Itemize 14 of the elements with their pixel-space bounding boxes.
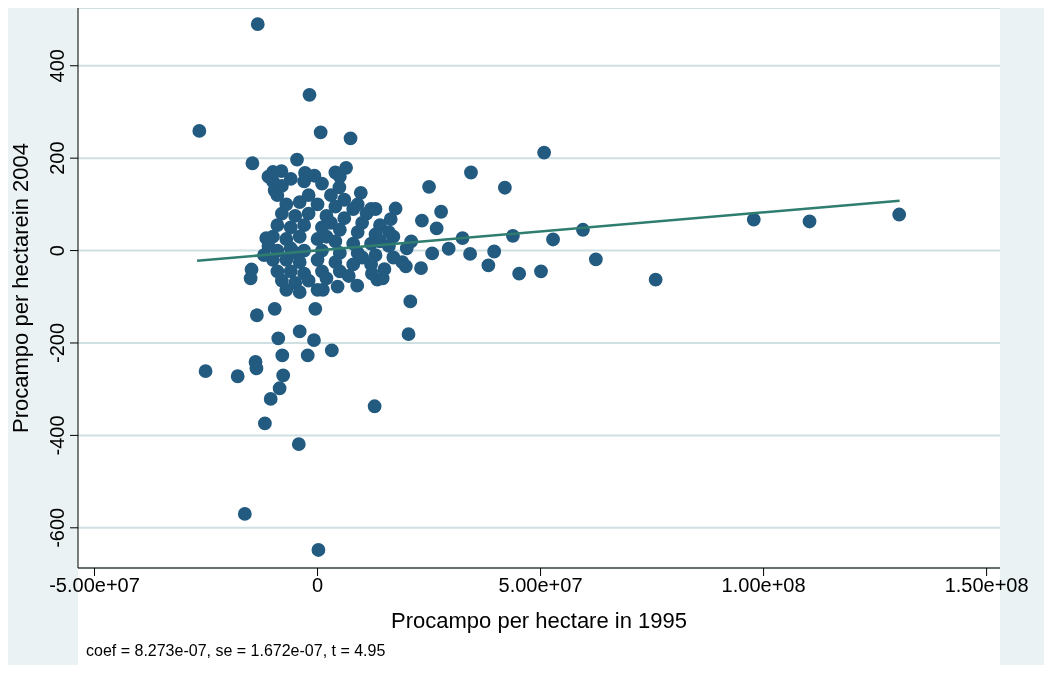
x-tick-label: 0 [311,574,324,597]
y-tick-label: 0 [46,245,68,257]
x-tick-label: 5.00e+07 [498,574,583,597]
y-tick-label: -400 [46,415,68,456]
text: coef = 8.273e-07, se = 1.672e-07, t = 4.95 [86,642,386,660]
y-tick-label: 400 [46,49,68,83]
y-tick-label: -200 [46,322,68,363]
y-axis-title: Procampo per hectarein 2004 [7,143,33,433]
y-tick-label: -600 [46,507,68,548]
x-tick-label: -5.00e+07 [49,574,140,597]
x-axis-title: Procampo per hectare in 1995 [390,608,688,634]
x-tick-label: 1.00e+08 [721,574,806,597]
y-tick-label: 200 [46,141,68,175]
x-tick-label: 1.50e+08 [944,574,1029,597]
